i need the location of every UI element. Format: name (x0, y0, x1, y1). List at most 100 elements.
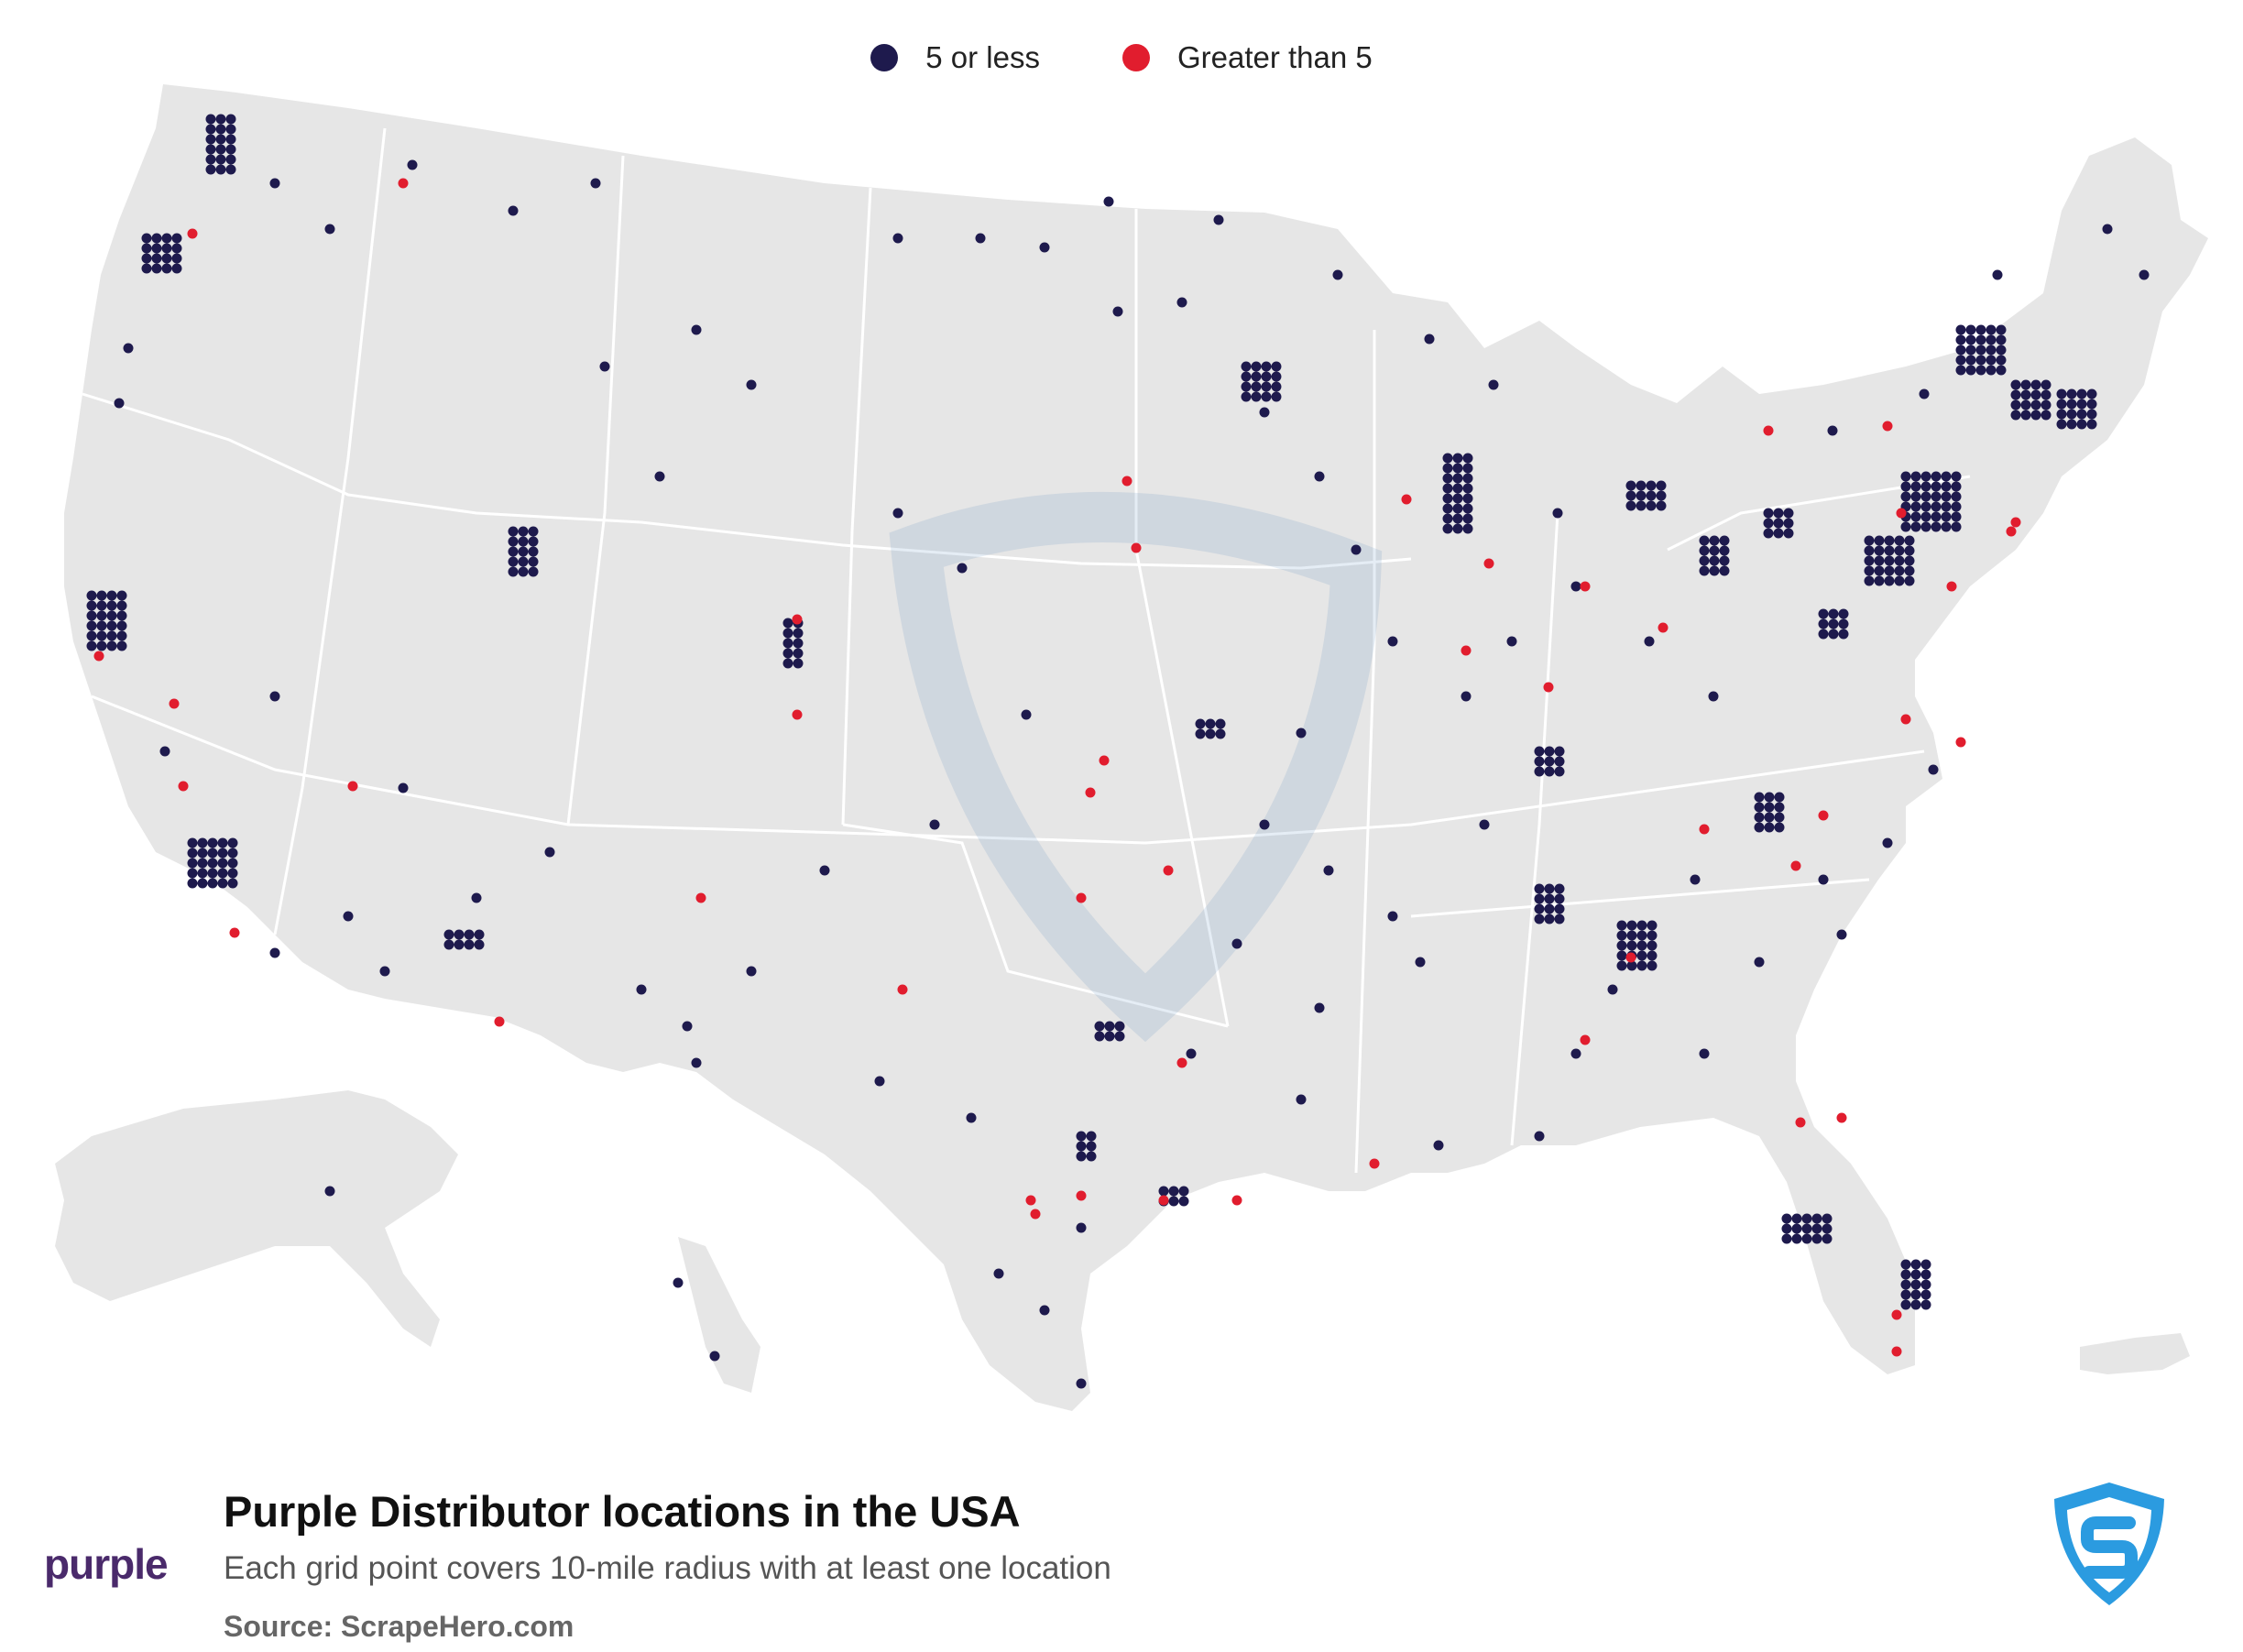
location-dot-low (1941, 491, 1952, 502)
location-dot-low (782, 648, 793, 659)
location-dot-high (93, 651, 104, 662)
location-dot-low (1461, 691, 1472, 702)
location-dot-low (1168, 1196, 1179, 1207)
location-dot-high (229, 927, 240, 938)
location-dot-low (1955, 334, 1966, 345)
location-dot-low (2076, 388, 2087, 399)
location-dot-low (1941, 501, 1952, 512)
location-dot-low (86, 630, 97, 641)
location-dot-low (1781, 1223, 1792, 1234)
location-dot-low (197, 848, 208, 859)
location-dot-high (1369, 1158, 1380, 1169)
location-dot-low (1996, 334, 2007, 345)
location-dot-high (1763, 425, 1774, 436)
location-dot-low (86, 640, 97, 651)
location-dot-low (1975, 355, 1986, 366)
location-dot-low (1910, 1279, 1921, 1290)
location-dot-low (106, 590, 117, 601)
location-dot-low (1076, 1131, 1087, 1142)
location-dot-low (1271, 381, 1282, 392)
location-dot-low (217, 848, 228, 859)
location-dot-low (116, 600, 127, 611)
location-dot-low (1965, 355, 1976, 366)
location-dot-low (1900, 521, 1911, 532)
location-dot-low (197, 868, 208, 879)
location-dots (86, 114, 2150, 1389)
location-dot-low (161, 233, 172, 244)
location-dot-low (1874, 555, 1885, 566)
hawaii-shape (678, 1237, 760, 1393)
location-dot-low (1647, 960, 1658, 971)
location-dot-low (1822, 1223, 1833, 1234)
location-dot-low (1864, 575, 1875, 586)
legend: 5 or less Greater than 5 (0, 40, 2243, 75)
location-dot-low (217, 868, 228, 879)
location-dot-low (1462, 473, 1473, 484)
location-dot-low (1462, 493, 1473, 504)
location-dot-low (141, 253, 152, 264)
location-dot-low (1479, 819, 1490, 830)
location-dot-low (269, 947, 280, 958)
location-dot-low (474, 929, 485, 940)
location-dot-low (379, 966, 390, 977)
location-dot-low (1646, 500, 1657, 511)
location-dot-low (1719, 545, 1730, 556)
location-dot-low (324, 224, 335, 235)
location-dot-low (1114, 1031, 1125, 1042)
location-dot-low (1094, 1031, 1105, 1042)
location-dot-low (171, 243, 182, 254)
location-dot-low (1920, 501, 1931, 512)
map-title: Purple Distributor locations in the USA (224, 1487, 1021, 1536)
location-dot-low (1424, 334, 1435, 345)
location-dot-low (151, 243, 162, 254)
location-dot-low (1801, 1233, 1812, 1244)
location-dot-low (1864, 535, 1875, 546)
location-dot-low (207, 848, 218, 859)
location-dot-low (1900, 1279, 1911, 1290)
location-dot-low (2030, 379, 2041, 390)
location-dot-low (207, 878, 218, 889)
location-dot-low (1570, 1048, 1581, 1059)
location-dot-low (1811, 1233, 1822, 1244)
location-dot-low (1754, 792, 1765, 803)
location-dot-low (1884, 575, 1895, 586)
location-dot-low (1205, 728, 1216, 739)
location-dot-low (1625, 480, 1636, 491)
scrapehero-shield-icon (2045, 1475, 2173, 1617)
location-dot-high (1543, 682, 1554, 693)
location-dot-low (1554, 766, 1565, 777)
location-dot-low (1554, 914, 1565, 924)
location-dot-low (141, 263, 152, 274)
location-dot-low (1986, 365, 1997, 376)
location-dot-low (892, 233, 903, 244)
location-dot-low (1112, 306, 1123, 317)
location-dot-high (1900, 714, 1911, 725)
location-dot-low (1625, 490, 1636, 501)
location-dot-low (1636, 920, 1647, 931)
location-dot-low (2086, 409, 2097, 420)
location-dot-low (1442, 473, 1453, 484)
location-dot-low (1951, 481, 1962, 492)
location-dot-low (1251, 371, 1262, 382)
location-dot-low (1763, 508, 1774, 519)
location-dot-low (528, 536, 539, 547)
location-dot-low (2010, 379, 2021, 390)
location-dot-low (1442, 463, 1453, 474)
location-dot-low (1920, 1259, 1931, 1270)
location-dot-low (141, 233, 152, 244)
map-subtitle: Each grid point covers 10-mile radius wi… (224, 1550, 1111, 1586)
location-dot-low (1094, 1021, 1105, 1032)
location-dot-low (1534, 756, 1545, 767)
location-dot-low (1754, 822, 1765, 833)
location-dot-low (1314, 471, 1325, 482)
location-dot-low (227, 837, 238, 848)
location-dot-low (975, 233, 986, 244)
location-dot-low (1791, 1223, 1802, 1234)
location-dot-low (1534, 883, 1545, 894)
location-dot-low (464, 939, 475, 950)
location-dot-low (2056, 399, 2067, 410)
location-dot-low (1774, 802, 1785, 813)
location-dot-low (1462, 503, 1473, 514)
location-dot-low (1636, 960, 1647, 971)
location-dot-low (1544, 903, 1555, 914)
